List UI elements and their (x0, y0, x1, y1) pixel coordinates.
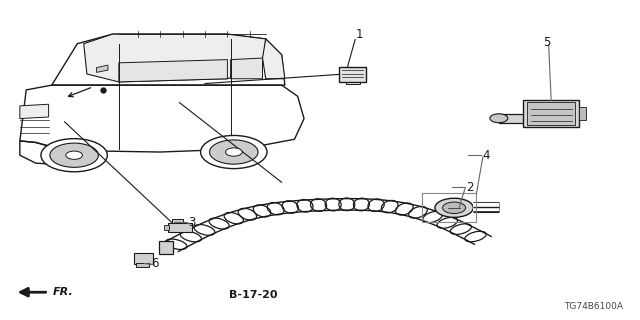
Circle shape (443, 202, 466, 213)
Bar (172, 219, 183, 223)
Polygon shape (97, 65, 108, 72)
Polygon shape (84, 34, 266, 82)
Bar (134, 253, 153, 264)
Text: 5: 5 (543, 36, 550, 49)
Circle shape (200, 135, 267, 169)
Text: B-17-20: B-17-20 (228, 291, 277, 300)
Bar (527, 102, 575, 124)
Circle shape (209, 140, 258, 164)
Bar (136, 263, 149, 268)
Text: TG74B6100A: TG74B6100A (564, 302, 623, 311)
Circle shape (66, 151, 83, 159)
Circle shape (435, 198, 473, 217)
Text: 3: 3 (189, 216, 196, 228)
Bar (164, 225, 170, 230)
Bar (523, 100, 579, 126)
Bar (346, 82, 360, 84)
Bar (339, 67, 366, 82)
Circle shape (50, 143, 99, 167)
Bar (499, 114, 524, 123)
Circle shape (41, 139, 108, 172)
Text: 1: 1 (356, 28, 364, 41)
Text: 4: 4 (483, 149, 490, 162)
Circle shape (490, 114, 508, 123)
Bar (422, 194, 476, 222)
Polygon shape (119, 60, 227, 82)
Bar (579, 108, 586, 120)
Polygon shape (262, 39, 285, 79)
Text: 6: 6 (152, 257, 159, 270)
Bar (168, 223, 192, 232)
Text: FR.: FR. (53, 287, 74, 297)
Polygon shape (20, 104, 49, 119)
Circle shape (225, 148, 242, 156)
Bar (159, 241, 173, 254)
Polygon shape (230, 58, 262, 79)
Text: 2: 2 (467, 180, 474, 194)
